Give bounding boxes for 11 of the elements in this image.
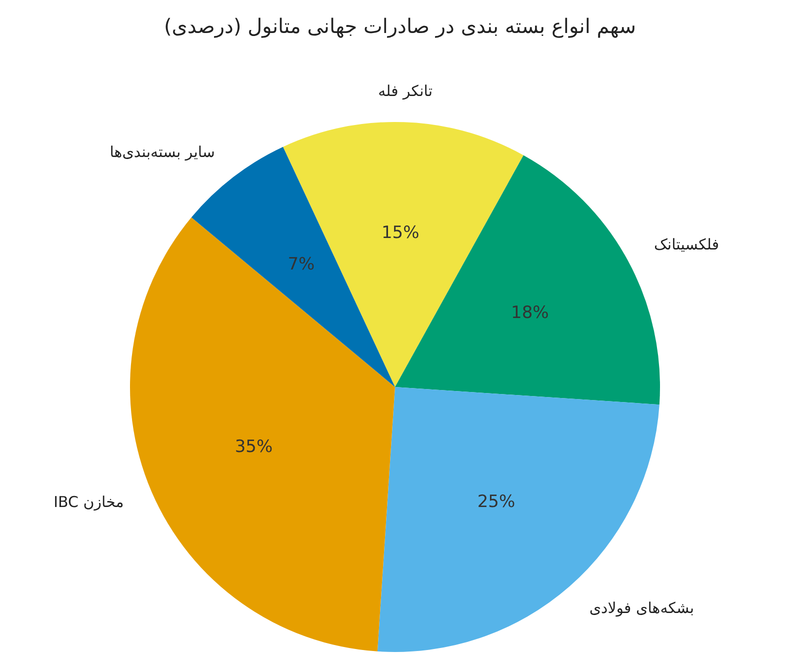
slice-label: فلکسیتانک: [654, 236, 720, 254]
data-label: 15%: [381, 222, 420, 243]
data-label: 35%: [234, 436, 273, 457]
slice-label: سایر بسته‌بندی‌ها: [110, 143, 216, 162]
chart-title: سهم انواع بسته بندی در صادرات جهانی متانول (درصدی): [164, 14, 636, 38]
slice-label: مخازن IBC: [54, 493, 124, 512]
data-label: 7%: [288, 254, 315, 275]
data-label: 18%: [511, 302, 549, 323]
slice-label: تانکر فله: [378, 82, 433, 100]
data-label: 25%: [477, 492, 516, 512]
slice-label: بشکه‌های فولادی: [589, 598, 694, 617]
